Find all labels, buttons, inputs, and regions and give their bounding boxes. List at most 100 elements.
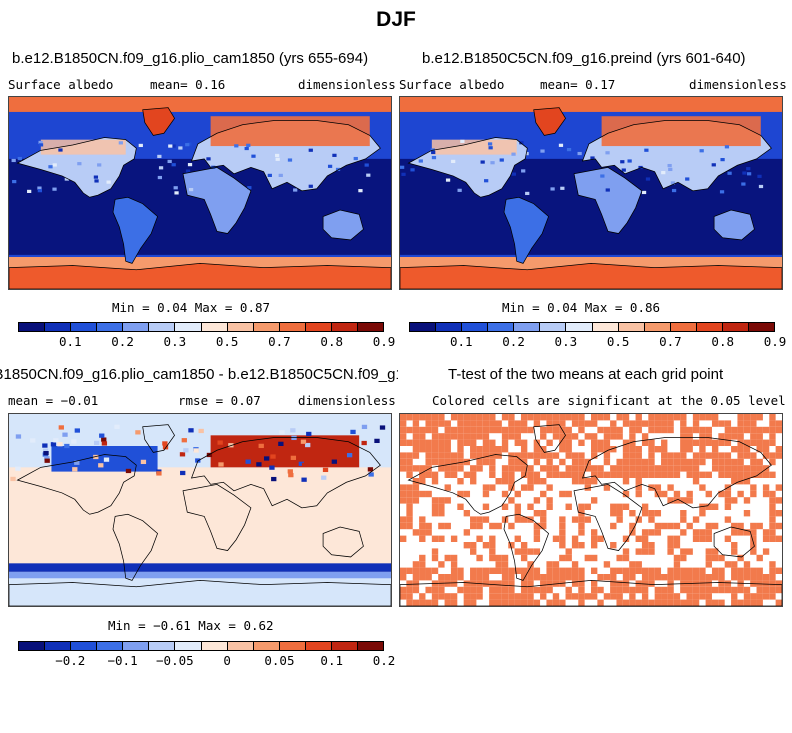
- significant-cell: [648, 414, 655, 421]
- significant-cell: [489, 458, 496, 466]
- colorbar-swatch: [253, 642, 280, 650]
- significant-cell: [450, 593, 458, 600]
- significant-cell: [514, 535, 521, 542]
- diff-tropics: [9, 467, 391, 574]
- significant-cell: [571, 535, 579, 542]
- coastline-greenland: [533, 107, 566, 136]
- significant-cell: [495, 420, 502, 427]
- significant-cell: [489, 471, 496, 478]
- significant-cell: [520, 542, 528, 549]
- significant-cell: [546, 452, 553, 459]
- land-africa: [574, 167, 642, 234]
- significant-cell: [718, 452, 725, 459]
- significant-cell: [419, 414, 426, 421]
- significant-cell: [508, 522, 515, 530]
- significant-cell: [520, 548, 528, 555]
- significant-cell: [470, 414, 477, 421]
- significant-cell: [769, 433, 776, 440]
- diff-cell: [103, 457, 110, 462]
- significant-cell: [514, 465, 521, 472]
- significant-cell: [775, 586, 782, 594]
- significant-cell: [584, 420, 591, 427]
- significant-cell: [673, 593, 681, 600]
- significant-cell: [565, 567, 572, 574]
- significant-cell: [661, 586, 668, 594]
- colorbar-swatch: [97, 642, 124, 650]
- significant-cell: [540, 414, 547, 421]
- significant-cell: [635, 471, 642, 478]
- significant-cell: [482, 420, 490, 427]
- land-cell: [64, 177, 69, 181]
- significant-cell: [476, 433, 483, 440]
- significant-cell: [578, 542, 585, 549]
- diff-cell: [125, 468, 132, 474]
- land-cell: [577, 151, 582, 156]
- significant-cell: [718, 490, 725, 498]
- significant-cell: [591, 414, 598, 421]
- significant-cell: [463, 458, 471, 466]
- colorbar-tick-label: 0.8: [320, 334, 343, 349]
- significant-cell: [724, 535, 732, 542]
- significant-cell: [419, 599, 426, 606]
- significant-cell: [718, 458, 725, 466]
- significant-cell: [692, 452, 700, 459]
- land-cell: [668, 167, 673, 172]
- diff-cell: [291, 435, 297, 441]
- land-cell: [758, 184, 764, 189]
- significant-cell: [769, 497, 776, 504]
- colorbar-swatch: [175, 323, 202, 331]
- significant-cell: [635, 446, 642, 453]
- land-cell: [488, 146, 493, 150]
- significant-cell: [699, 439, 706, 446]
- significant-cell: [501, 593, 509, 600]
- significant-cell: [629, 446, 636, 453]
- significant-cell: [571, 580, 579, 587]
- significant-cell: [508, 433, 515, 440]
- significant-cell: [680, 420, 687, 427]
- significant-cell: [444, 522, 451, 530]
- significant-cell: [661, 522, 668, 530]
- land-cell: [511, 152, 516, 156]
- significant-cell: [731, 593, 738, 600]
- significant-cell: [425, 471, 432, 478]
- significant-cell: [769, 471, 776, 478]
- significant-cell: [501, 471, 509, 478]
- significant-cell: [661, 452, 668, 459]
- significant-cell: [489, 599, 496, 606]
- land-cell: [77, 162, 82, 166]
- significant-cell: [501, 554, 509, 562]
- significant-cell: [622, 446, 630, 453]
- significant-cell: [501, 503, 509, 510]
- diff-southern-band-dark: [9, 563, 391, 572]
- significant-cell: [450, 471, 458, 478]
- significant-cell: [514, 503, 521, 510]
- land-cell: [178, 146, 183, 150]
- significant-cell: [737, 554, 744, 562]
- significant-cell: [400, 465, 407, 472]
- significant-cell: [571, 542, 579, 549]
- significant-cell: [724, 586, 732, 594]
- significant-cell: [724, 426, 732, 434]
- coastline-greenland: [533, 424, 566, 453]
- diff-cell: [53, 438, 59, 443]
- significant-cell: [756, 522, 763, 530]
- significant-cell: [559, 458, 566, 466]
- significant-cell: [610, 433, 617, 440]
- significant-cell: [731, 471, 738, 478]
- arctic-sea-ice: [400, 97, 782, 112]
- significant-cell: [482, 580, 490, 587]
- significant-cell: [629, 420, 636, 427]
- land-cell: [741, 182, 746, 186]
- significant-cell: [565, 503, 572, 510]
- significant-cell: [476, 458, 483, 466]
- significant-cell: [412, 414, 420, 421]
- land-cell: [174, 191, 179, 195]
- significant-cell: [520, 580, 528, 587]
- significant-cell: [737, 522, 744, 530]
- significant-cell: [737, 446, 744, 453]
- significant-cell: [565, 490, 572, 498]
- land-cell: [11, 158, 16, 163]
- significant-cell: [565, 433, 572, 440]
- colorbar-swatch: [201, 642, 228, 650]
- land-cell: [550, 187, 555, 191]
